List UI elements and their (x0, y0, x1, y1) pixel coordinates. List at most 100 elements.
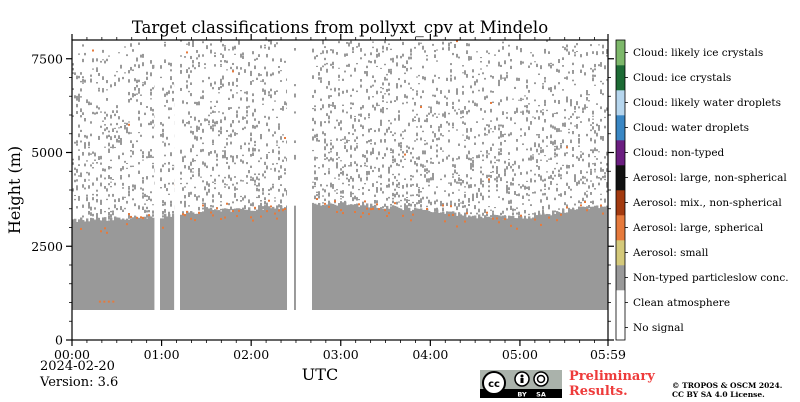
particle-speckle (132, 145, 134, 148)
particle-speckle (368, 128, 370, 133)
particle-speckle (318, 167, 320, 169)
particle-speckle (402, 151, 404, 154)
aerosol-layer-column (384, 208, 387, 310)
particle-speckle (374, 130, 376, 133)
particle-speckle (420, 198, 422, 201)
particle-speckle (566, 164, 568, 169)
particle-speckle (100, 60, 102, 63)
particle-speckle (216, 100, 218, 104)
particle-speckle (432, 79, 434, 84)
aerosol-layer-column (240, 208, 243, 310)
particle-speckle (278, 151, 280, 155)
particle-speckle (444, 190, 446, 192)
particle-speckle (500, 141, 502, 145)
aerosol-layer-column (126, 219, 129, 310)
particle-speckle (252, 51, 254, 55)
particle-speckle (424, 174, 426, 177)
particle-speckle (120, 137, 122, 141)
particle-speckle (330, 110, 332, 114)
particle-speckle (340, 120, 342, 124)
particle-speckle (430, 177, 432, 181)
particle-speckle (76, 140, 78, 144)
particle-speckle (232, 46, 234, 51)
particle-speckle (372, 183, 374, 187)
particle-speckle (460, 202, 462, 204)
particle-speckle (270, 89, 272, 92)
particle-speckle (246, 121, 248, 124)
aerosol-layer-column (410, 211, 413, 310)
particle-speckle (376, 53, 378, 58)
particle-speckle (212, 110, 214, 114)
particle-speckle (464, 122, 466, 125)
aerosol-large-spherical-point (266, 210, 268, 213)
particle-speckle (464, 139, 466, 141)
aerosol-large-spherical-point (148, 214, 150, 217)
aerosol-layer-column (462, 215, 465, 310)
aerosol-layer-column (500, 216, 503, 310)
particle-speckle (584, 72, 586, 76)
particle-speckle (478, 208, 480, 213)
particle-speckle (264, 89, 266, 93)
colorbar-label: Aerosol: mix., non-spherical (632, 197, 782, 209)
particle-speckle (522, 110, 524, 112)
particle-speckle (276, 205, 278, 209)
particle-speckle (588, 163, 590, 168)
particle-speckle (162, 133, 164, 136)
particle-speckle (396, 179, 398, 182)
aerosol-layer-column (228, 209, 231, 310)
aerosol-layer-column (320, 205, 323, 310)
particle-speckle (456, 129, 458, 131)
particle-speckle (538, 134, 540, 136)
particle-speckle (556, 147, 558, 150)
particle-speckle (542, 179, 544, 182)
particle-speckle (140, 149, 142, 152)
particle-speckle (340, 198, 342, 200)
particle-speckle (356, 164, 358, 166)
particle-speckle (326, 157, 328, 160)
aerosol-large-spherical-point (386, 215, 388, 218)
particle-speckle (406, 101, 408, 104)
particle-speckle (470, 56, 472, 60)
particle-speckle (78, 164, 80, 167)
particle-speckle (262, 79, 264, 83)
particle-speckle (544, 119, 546, 123)
aerosol-layer-column (186, 211, 189, 310)
particle-speckle (418, 187, 420, 189)
particle-speckle (526, 171, 528, 175)
particle-speckle (190, 191, 192, 195)
particle-speckle (368, 60, 370, 63)
particle-speckle (142, 62, 144, 67)
particle-speckle (344, 136, 346, 140)
particle-speckle (452, 52, 454, 56)
colorbar-swatch (616, 290, 625, 316)
particle-speckle (72, 188, 74, 192)
particle-speckle (516, 194, 518, 196)
particle-speckle (132, 49, 134, 52)
particle-speckle (398, 164, 400, 167)
particle-speckle (468, 184, 470, 189)
particle-speckle (202, 202, 204, 205)
particle-speckle (342, 172, 344, 176)
particle-speckle (78, 75, 80, 79)
particle-speckle (466, 111, 468, 115)
particle-speckle (444, 114, 446, 118)
particle-speckle (286, 78, 288, 81)
particle-speckle (588, 162, 590, 165)
particle-speckle (74, 167, 76, 170)
particle-speckle (486, 65, 488, 67)
particle-speckle (388, 178, 390, 182)
particle-speckle (88, 173, 90, 176)
particle-speckle (472, 168, 474, 172)
particle-speckle (162, 210, 164, 215)
particle-speckle (556, 145, 558, 149)
particle-speckle (204, 202, 206, 206)
particle-speckle (190, 93, 192, 97)
aerosol-layer-column (530, 218, 533, 310)
aerosol-layer-column (512, 215, 515, 310)
particle-speckle (600, 135, 602, 140)
cc-license-badge[interactable]: cc BY SA (480, 370, 562, 399)
particle-speckle (344, 142, 346, 144)
particle-speckle (138, 42, 140, 45)
particle-speckle (256, 176, 258, 180)
particle-speckle (396, 55, 398, 59)
